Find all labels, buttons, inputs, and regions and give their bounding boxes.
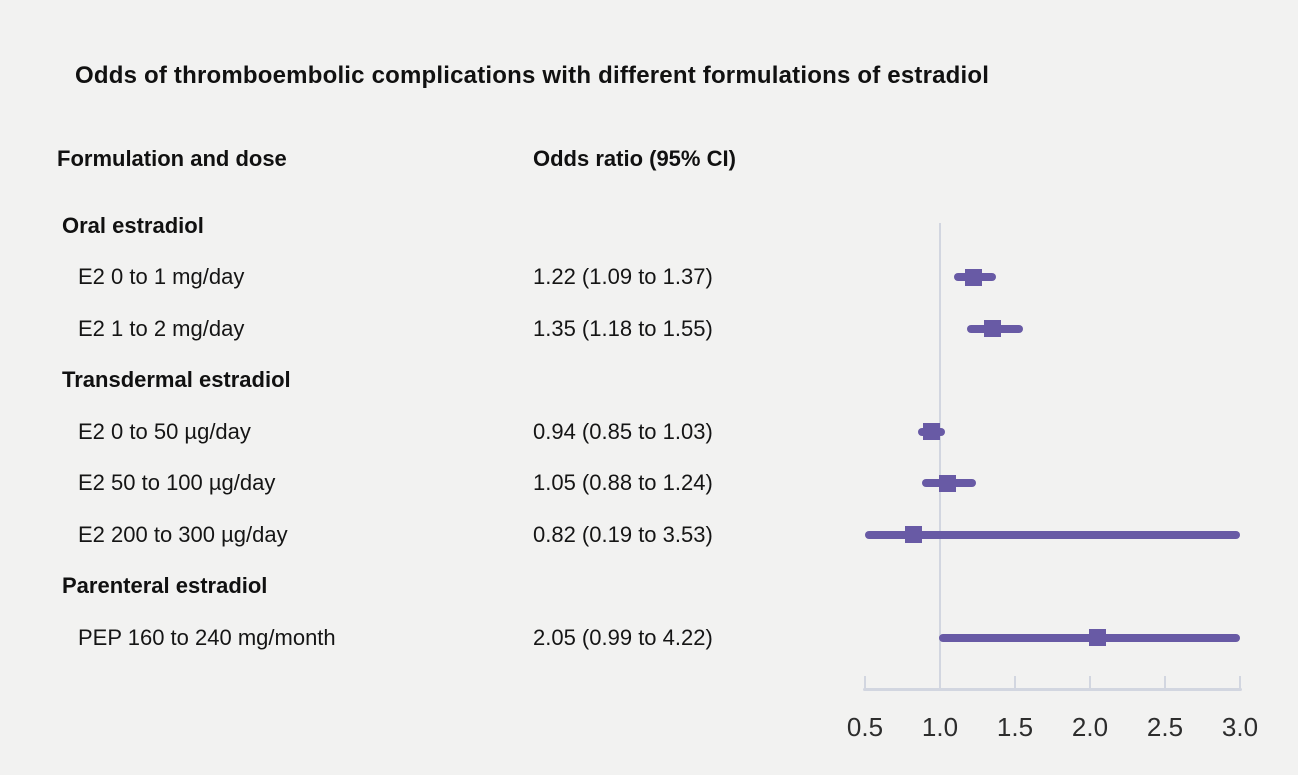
row-odds-ratio-value: 1.22 (1.09 to 1.37) (533, 264, 713, 289)
section-label: Parenteral estradiol (62, 573, 268, 598)
section-header-oral: Oral estradiol (0, 200, 860, 252)
point-estimate-marker (1089, 629, 1106, 646)
point-estimate-marker (922, 423, 940, 440)
table-row: E2 50 to 100 µg/day 1.05 (0.88 to 1.24) (0, 457, 860, 509)
row-label: E2 200 to 300 µg/day (78, 522, 288, 547)
row-label: E2 0 to 1 mg/day (78, 264, 245, 289)
x-tick-label: 2.0 (1071, 712, 1109, 742)
ci-line (865, 530, 1240, 539)
figure-title: Odds of thromboembolic complications wit… (75, 62, 990, 89)
point-estimate-marker (964, 268, 982, 286)
x-tick-label: 2.5 (1146, 712, 1184, 742)
section-header-parenteral: Parenteral estradiol (0, 560, 860, 612)
point-estimate-marker (939, 474, 956, 492)
x-axis-tick (863, 676, 867, 688)
row-label: E2 1 to 2 mg/day (78, 316, 245, 341)
table-row: PEP 160 to 240 mg/month 2.05 (0.99 to 4.… (0, 612, 860, 664)
column-header-formulation: Formulation and dose (57, 146, 287, 171)
row-odds-ratio-value: 0.82 (0.19 to 3.53) (533, 522, 713, 547)
reference-line (938, 223, 942, 690)
x-axis-tick (1013, 676, 1017, 688)
point-estimate-marker (984, 320, 1001, 337)
row-label: PEP 160 to 240 mg/month (78, 625, 336, 650)
section-label: Oral estradiol (62, 213, 204, 238)
row-odds-ratio-value: 1.35 (1.18 to 1.55) (533, 316, 713, 341)
column-header-odds-ratio: Odds ratio (95% CI) (533, 146, 736, 171)
x-axis-tick (1163, 676, 1167, 688)
table-row: E2 1 to 2 mg/day 1.35 (1.18 to 1.55) (0, 303, 860, 355)
x-axis-tick (1238, 676, 1242, 688)
x-axis-line (863, 688, 1242, 691)
row-label: E2 50 to 100 µg/day (78, 470, 276, 495)
point-estimate-marker (904, 526, 922, 543)
x-axis-tick (938, 676, 942, 688)
table-row: E2 200 to 300 µg/day 0.82 (0.19 to 3.53) (0, 509, 860, 561)
section-label: Transdermal estradiol (62, 367, 291, 392)
table-row: E2 0 to 1 mg/day 1.22 (1.09 to 1.37) (0, 251, 860, 303)
row-odds-ratio-value: 2.05 (0.99 to 4.22) (533, 625, 713, 650)
x-tick-label: 3.0 (1221, 712, 1259, 742)
section-header-transdermal: Transdermal estradiol (0, 354, 860, 406)
x-tick-label: 1.5 (996, 712, 1034, 742)
row-odds-ratio-value: 1.05 (0.88 to 1.24) (533, 470, 713, 495)
table-row: E2 0 to 50 µg/day 0.94 (0.85 to 1.03) (0, 406, 860, 458)
x-axis-tick (1088, 676, 1092, 688)
x-tick-label: 1.0 (921, 712, 959, 742)
row-label: E2 0 to 50 µg/day (78, 419, 251, 444)
row-odds-ratio-value: 0.94 (0.85 to 1.03) (533, 419, 713, 444)
x-tick-label: 0.5 (846, 712, 884, 742)
